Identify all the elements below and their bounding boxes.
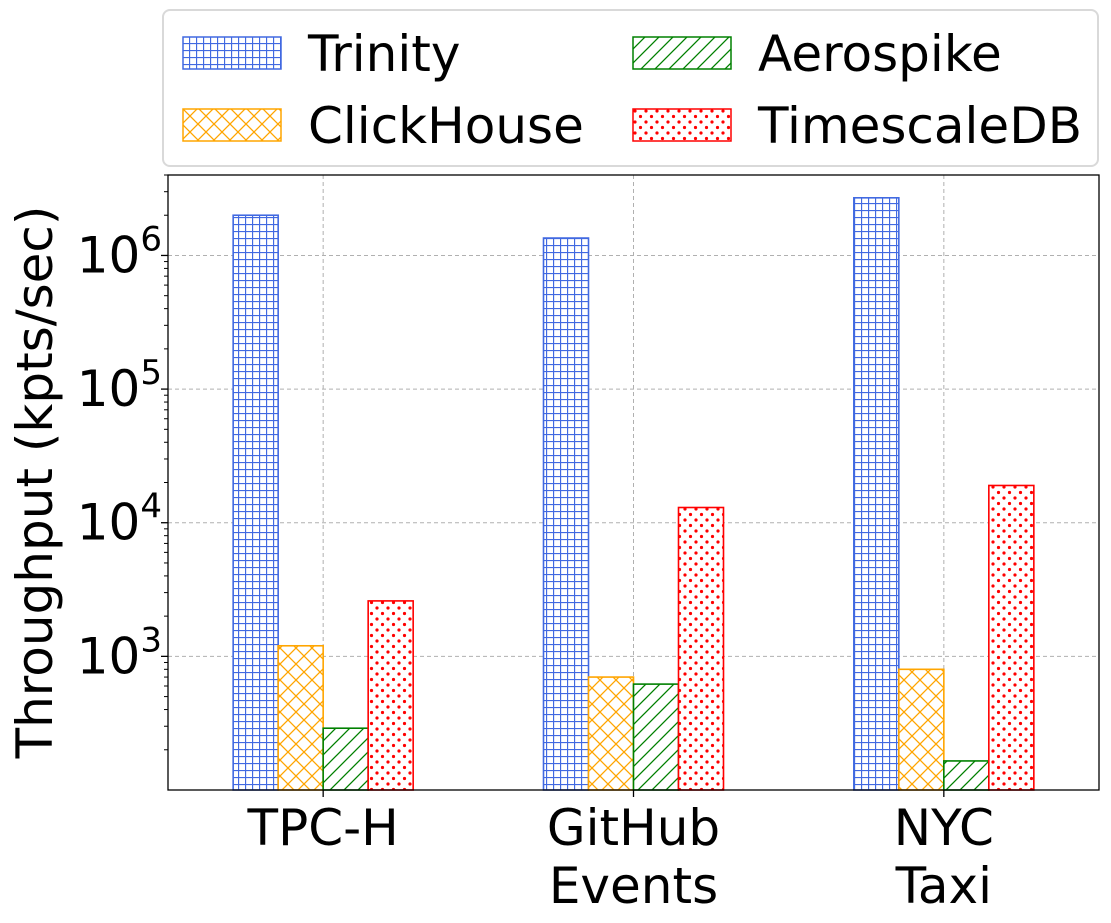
- legend-swatch-timescaledb: [632, 108, 732, 142]
- bar-timescaledb-tpc-h: [367, 600, 414, 791]
- legend-swatch-trinity: [182, 36, 282, 70]
- legend-swatch-aerospike: [632, 36, 732, 70]
- y-tick-label: 106: [77, 219, 162, 284]
- bar-aerospike-tpc-h: [322, 727, 369, 791]
- bar-aerospike-github-events: [632, 683, 680, 791]
- y-axis-ticks: 103 104 105 106: [77, 174, 168, 751]
- x-tick-label-nyc-taxi: NYC Taxi: [894, 799, 994, 915]
- bar-trinity-github-events: [542, 237, 590, 791]
- bars: [232, 197, 1035, 791]
- y-tick-label: 103: [77, 620, 162, 685]
- bar-timescaledb-github-events: [677, 506, 725, 791]
- x-tick-label-tpc-h: TPC-H: [247, 799, 399, 857]
- legend: Trinity ClickHouse Aerospike TimescaleDB: [162, 9, 1099, 167]
- legend-label-aerospike: Aerospike: [758, 25, 1002, 83]
- bar-clickhouse-tpc-h: [277, 644, 324, 791]
- x-axis-ticks: TPC-H GitHub Events NYC Taxi: [247, 790, 994, 915]
- bar-trinity-nyc-taxi: [853, 197, 900, 791]
- x-tick-label-github-events: GitHub Events: [547, 799, 720, 915]
- bar-clickhouse-github-events: [587, 676, 635, 791]
- bar-aerospike-nyc-taxi: [943, 760, 990, 791]
- y-tick-label: 105: [77, 353, 162, 418]
- legend-label-clickhouse: ClickHouse: [308, 97, 584, 155]
- bar-clickhouse-nyc-taxi: [898, 668, 945, 791]
- legend-swatch-clickhouse: [182, 108, 282, 142]
- bar-trinity-tpc-h: [232, 214, 279, 791]
- y-axis-label: Throughput (kpts/sec): [6, 206, 64, 760]
- legend-label-timescaledb: TimescaleDB: [758, 97, 1082, 155]
- y-tick-label: 104: [77, 487, 162, 552]
- legend-label-trinity: Trinity: [308, 25, 461, 83]
- bar-timescaledb-nyc-taxi: [988, 484, 1035, 791]
